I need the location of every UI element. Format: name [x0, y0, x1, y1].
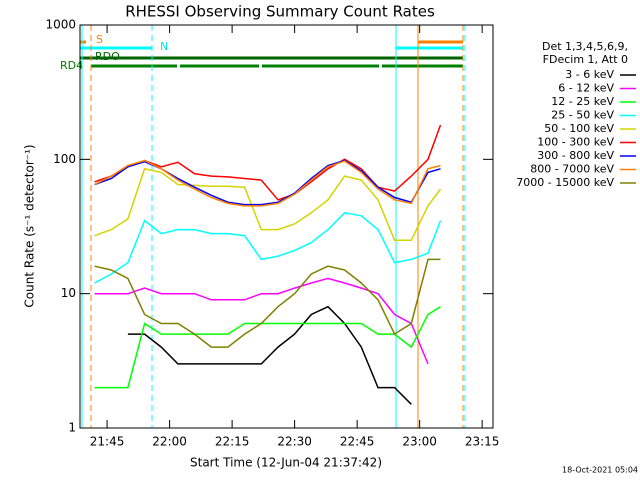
series-line [94, 211, 442, 284]
footer: 18-Oct-2021 05:04 [562, 466, 638, 475]
legend-label: 800 - 7000 keV [530, 163, 614, 176]
legend-label: 3 - 6 keV [565, 68, 614, 81]
series-line [127, 305, 412, 405]
series-line [94, 306, 441, 389]
x-tick-label: 23:15 [465, 435, 500, 449]
chart-title: RHESSI Observing Summary Count Rates [125, 3, 435, 21]
x-tick-label: 22:30 [277, 435, 312, 449]
legend-label: 7000 - 15000 keV [516, 176, 614, 189]
y-tick-label: 1 [68, 421, 76, 435]
series-line [94, 258, 441, 348]
y-tick-label: 1000 [45, 18, 76, 32]
flag-label: N [160, 40, 168, 53]
series-line [94, 167, 442, 241]
x-tick-label: 21:45 [90, 435, 125, 449]
y-tick-label: 10 [61, 286, 76, 300]
legend-label: 12 - 25 keV [551, 95, 614, 108]
series-line [94, 124, 442, 201]
legend-label: 6 - 12 keV [558, 82, 614, 95]
legend-header: Det 1,3,4,5,6,9, [542, 40, 628, 53]
y-tick-label: 100 [53, 152, 76, 166]
x-tick-label: 22:15 [215, 435, 250, 449]
legend-label: 50 - 100 keV [544, 122, 614, 135]
flag-bars [80, 40, 463, 68]
legend-label: 100 - 300 keV [537, 136, 614, 149]
legend-header: FDecim 1, Att 0 [543, 53, 628, 66]
legend-label: 25 - 50 keV [551, 109, 614, 122]
x-tick-label: 22:00 [152, 435, 187, 449]
flag-label: RDO [95, 50, 120, 63]
series-line [94, 159, 441, 207]
flag-label: RD4 [60, 59, 83, 72]
plot-frame [79, 24, 494, 429]
x-tick-label: 22:45 [340, 435, 375, 449]
x-tick-label: 23:00 [402, 435, 437, 449]
y-axis-label: Count Rate (s⁻¹ detector⁻¹) [23, 144, 37, 307]
flag-label: S [96, 33, 103, 46]
x-axis-label: Start Time (12-Jun-04 21:37:42) [190, 456, 382, 470]
series-line [94, 277, 429, 365]
legend-label: 300 - 800 keV [537, 149, 614, 162]
